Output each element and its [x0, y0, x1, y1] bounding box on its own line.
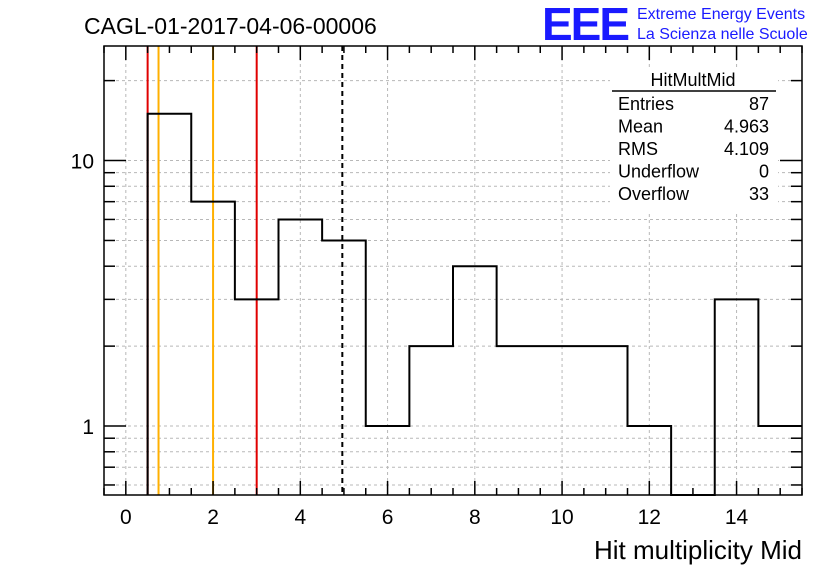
x-axis-label: Hit multiplicity Mid — [594, 535, 802, 565]
stats-value: 33 — [749, 184, 769, 204]
axis-tick-labels: 0 2 4 6 8 10 12 14 1 10 — [71, 151, 749, 529]
stats-value: 4.963 — [724, 117, 769, 137]
stats-label: Underflow — [618, 162, 700, 182]
stats-box-background — [610, 70, 778, 212]
axis-ticks — [103, 46, 803, 495]
stats-value: 0 — [759, 162, 769, 182]
y-tick-label: 1 — [82, 416, 94, 439]
stats-rows: Entries 87 Mean 4.963 RMS 4.109 Underflow 0 Over… — [618, 94, 769, 204]
x-tick-label: 14 — [725, 506, 749, 529]
chart-title: CAGL-01-2017-04-06-00006 — [84, 13, 377, 39]
stats-label: Overflow — [618, 184, 690, 204]
x-tick-label: 8 — [469, 506, 481, 529]
x-tick-label: 6 — [382, 506, 394, 529]
x-tick-label: 10 — [550, 506, 573, 529]
y-tick-label: 10 — [71, 151, 94, 174]
stats-value: 87 — [749, 94, 769, 114]
logo-line-2: La Scienza nelle Scuole — [637, 26, 808, 43]
stats-box-title: HitMultMid — [650, 70, 735, 90]
stats-label: Entries — [618, 94, 674, 114]
logo-mark: EEE — [542, 0, 628, 50]
stats-label: Mean — [618, 117, 663, 137]
x-tick-label: 12 — [638, 506, 661, 529]
eee-logo: EEE Extreme Energy Events La Scienza nel… — [542, 0, 808, 50]
stats-box: HitMultMid Entries 87 Mean 4.963 RMS 4.109 Und… — [610, 70, 778, 212]
x-tick-label: 4 — [294, 506, 306, 529]
stats-value: 4.109 — [724, 139, 769, 159]
logo-line-1: Extreme Energy Events — [637, 6, 805, 23]
x-tick-label: 2 — [207, 506, 219, 529]
stats-label: RMS — [618, 139, 658, 159]
x-tick-label: 0 — [120, 506, 132, 529]
